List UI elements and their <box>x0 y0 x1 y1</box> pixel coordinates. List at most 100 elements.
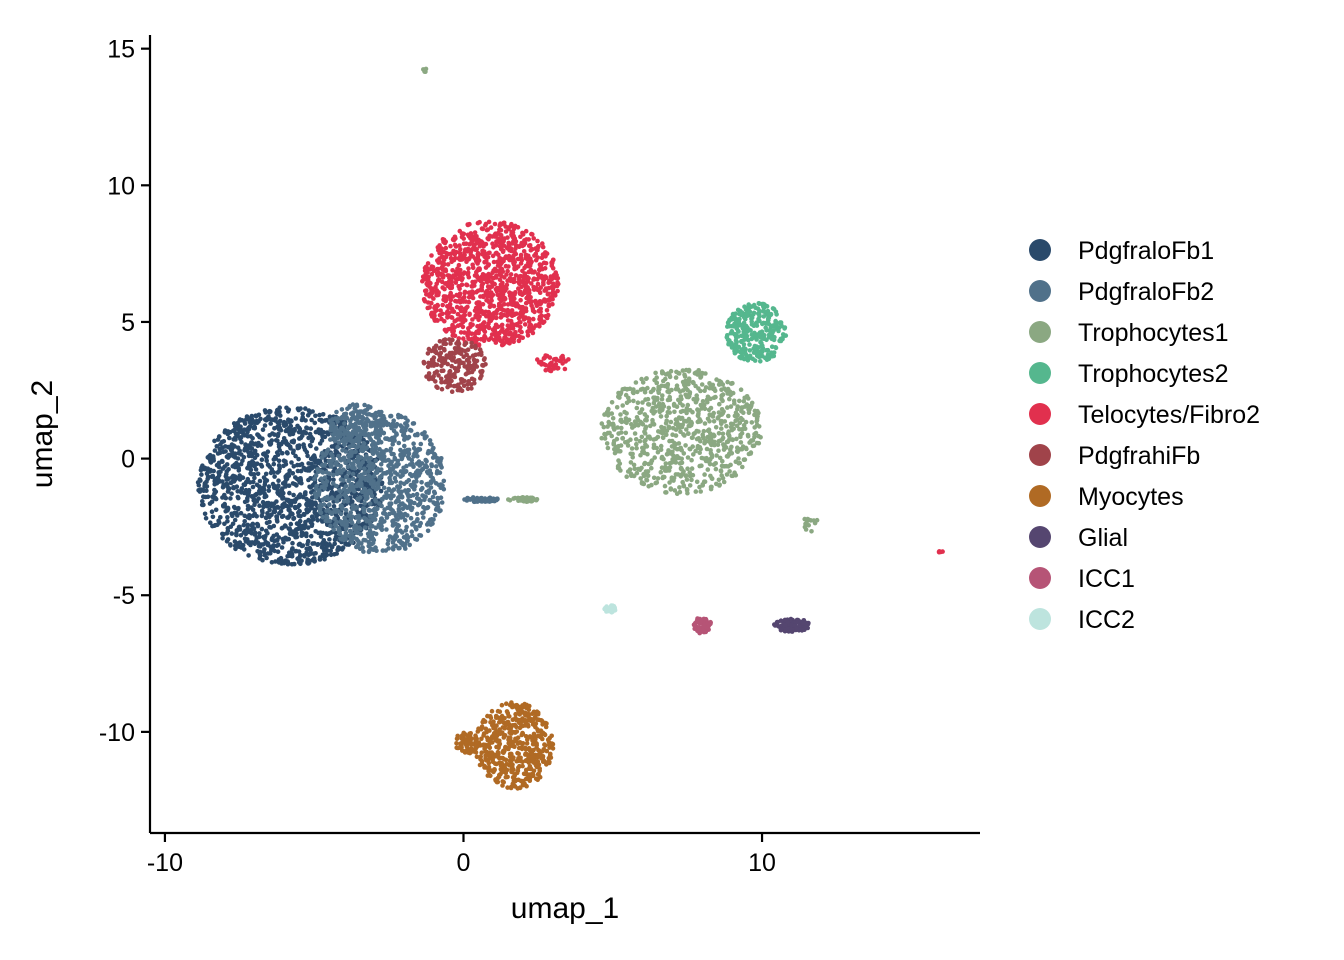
point <box>435 495 440 501</box>
point <box>718 438 723 444</box>
point <box>284 503 289 509</box>
point <box>349 465 355 470</box>
point <box>387 480 393 486</box>
point <box>264 555 269 561</box>
point <box>717 482 722 488</box>
point <box>658 443 664 449</box>
point <box>402 512 407 517</box>
point <box>543 253 548 259</box>
point <box>313 486 319 491</box>
point <box>284 536 289 541</box>
point <box>212 448 218 453</box>
point <box>697 450 702 456</box>
point <box>399 424 405 430</box>
point <box>212 438 217 444</box>
point <box>439 386 445 392</box>
point <box>434 384 439 390</box>
point <box>714 377 719 382</box>
point <box>346 488 351 493</box>
point <box>338 456 344 462</box>
point <box>331 435 336 441</box>
point <box>329 544 335 549</box>
point <box>684 406 690 411</box>
point <box>548 274 554 279</box>
point <box>421 504 426 510</box>
point <box>513 290 518 295</box>
point <box>465 222 471 227</box>
point <box>655 449 661 455</box>
point <box>660 370 665 376</box>
point <box>744 394 750 399</box>
point <box>325 531 330 537</box>
point <box>284 497 289 503</box>
point <box>382 507 387 512</box>
point <box>612 450 618 456</box>
point <box>231 504 237 510</box>
point <box>235 494 241 500</box>
point <box>363 476 369 482</box>
point <box>628 460 634 465</box>
point <box>490 241 495 246</box>
point <box>367 466 373 472</box>
point <box>212 496 218 501</box>
point <box>607 430 612 436</box>
point <box>245 506 251 512</box>
point <box>522 271 527 277</box>
point <box>414 475 419 480</box>
point <box>265 551 271 556</box>
point <box>740 464 745 470</box>
point <box>411 441 416 447</box>
point <box>428 293 434 299</box>
point <box>601 424 607 430</box>
point <box>696 368 701 373</box>
point <box>665 409 671 415</box>
point <box>708 431 713 436</box>
point <box>390 442 396 447</box>
point <box>354 536 360 542</box>
point <box>334 436 340 441</box>
point <box>940 549 945 554</box>
point <box>544 308 550 313</box>
point <box>475 336 480 342</box>
point <box>679 460 685 466</box>
point <box>679 415 685 421</box>
point <box>317 556 323 562</box>
point <box>408 515 414 521</box>
point <box>424 288 429 293</box>
point <box>694 398 699 404</box>
point <box>694 393 699 398</box>
point <box>303 406 308 411</box>
point <box>297 436 302 441</box>
point <box>319 462 325 468</box>
point <box>305 413 311 418</box>
point <box>717 455 723 461</box>
point <box>462 289 468 295</box>
point <box>747 342 752 347</box>
point <box>372 412 378 417</box>
point <box>293 416 299 421</box>
point <box>529 269 535 275</box>
point <box>320 434 325 439</box>
point <box>335 416 341 421</box>
point <box>486 219 492 225</box>
point <box>517 304 522 310</box>
point <box>685 387 690 393</box>
point <box>350 471 356 477</box>
point <box>423 69 428 74</box>
point <box>309 417 314 423</box>
point <box>210 514 216 520</box>
point <box>703 458 709 464</box>
point <box>622 419 628 425</box>
point <box>521 242 527 248</box>
point <box>725 431 731 437</box>
point <box>458 330 464 335</box>
point <box>680 368 686 373</box>
point <box>487 293 492 299</box>
point <box>744 402 750 407</box>
point <box>687 446 692 452</box>
point <box>394 431 399 436</box>
point <box>668 486 674 491</box>
point <box>309 438 315 444</box>
point <box>641 446 646 451</box>
point <box>298 561 303 567</box>
